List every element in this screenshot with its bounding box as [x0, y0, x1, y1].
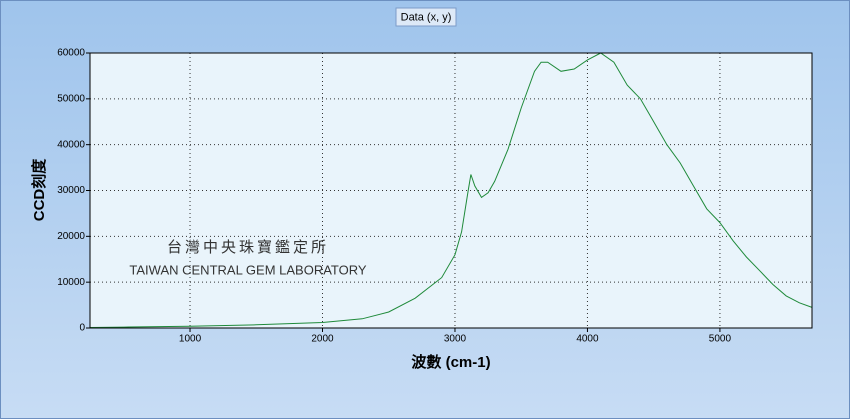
- y-axis-label: CCD刻度: [30, 158, 48, 221]
- legend-box: [395, 7, 457, 27]
- y-tick-label: 30000: [57, 185, 85, 196]
- x-tick-label: 5000: [709, 334, 732, 345]
- x-tick-label: 1000: [179, 334, 202, 345]
- y-tick-label: 0: [79, 323, 85, 334]
- x-tick-label: 2000: [311, 334, 334, 345]
- y-tick-label: 10000: [57, 277, 85, 288]
- y-tick-label: 40000: [57, 139, 85, 150]
- x-tick-label: 4000: [576, 334, 599, 345]
- y-tick-label: 50000: [57, 93, 85, 104]
- y-tick-label: 20000: [57, 231, 85, 242]
- x-tick-label: 3000: [444, 334, 467, 345]
- x-axis-label: 波數 (cm-1): [411, 353, 490, 371]
- data-line: [89, 52, 813, 328]
- watermark: 台灣中央珠寶鑑定所: [167, 238, 329, 256]
- watermark: TAIWAN CENTRAL GEM LABORATORY: [129, 262, 366, 277]
- y-tick-label: 60000: [57, 48, 85, 59]
- legend-entry: Data (x, y): [401, 11, 452, 23]
